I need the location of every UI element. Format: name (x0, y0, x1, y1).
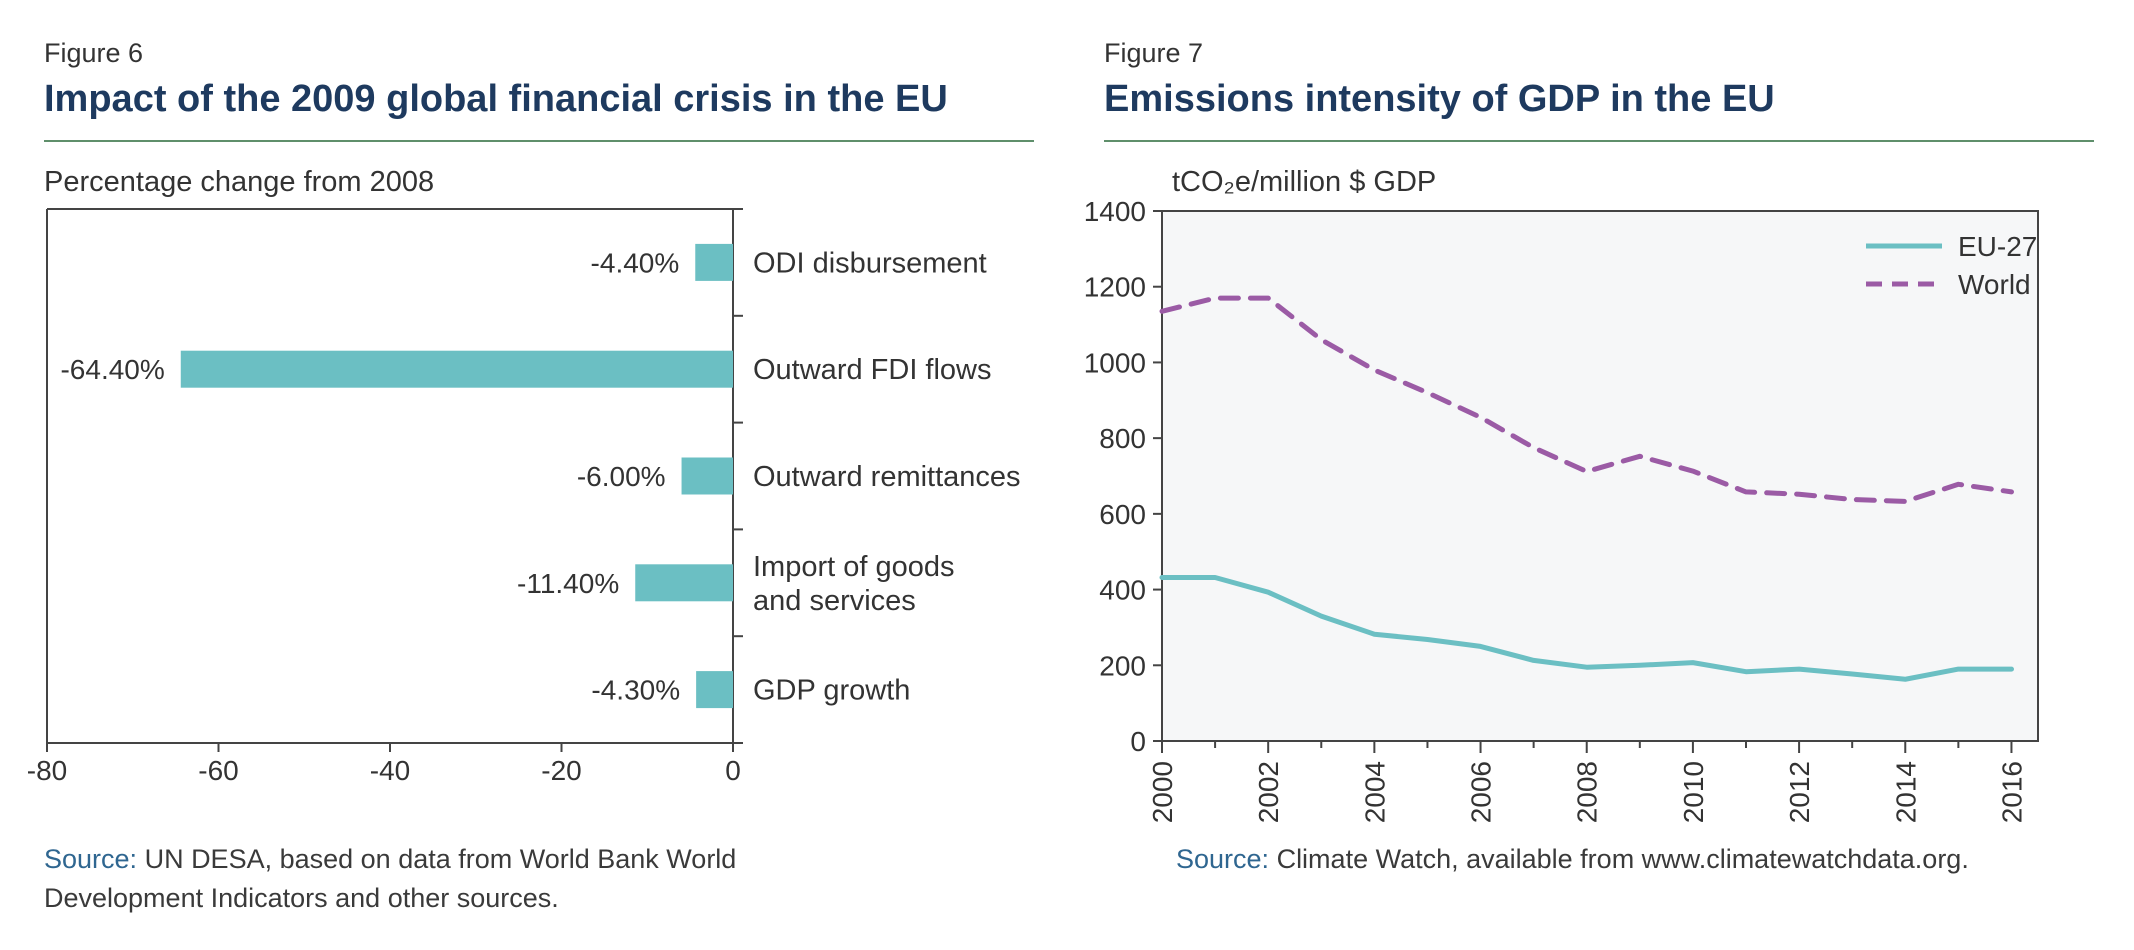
y-tick-label: 200 (1099, 650, 1146, 681)
x-tick-label: -80 (27, 755, 67, 786)
bar-chart-financial-crisis: -4.40% ODI disbursement -64.40% Outward FDI… (27, 208, 1021, 786)
x-tick-label: 2002 (1253, 761, 1284, 823)
y-tick-label: 0 (1130, 726, 1146, 757)
bar (180, 350, 733, 388)
x-tick-label: -40 (370, 755, 410, 786)
figure-6-label: Figure 6 (44, 38, 144, 68)
figure-6-divider (44, 140, 1034, 142)
x-tick-label: 2014 (1890, 761, 1921, 823)
figure-6-title: Impact of the 2009 global financial cris… (44, 78, 948, 120)
data-label: -11.40% (517, 568, 619, 599)
bar (635, 564, 733, 602)
legend-label: EU-27 (1958, 231, 2037, 262)
category-label: Outward FDI flows (753, 354, 992, 386)
x-tick-label: 2000 (1147, 761, 1178, 823)
x-tick-label: 2012 (1784, 761, 1815, 823)
data-label: -4.40% (591, 247, 680, 278)
x-tick-label: 2004 (1359, 761, 1390, 823)
figure-7-y-axis-label: tCO₂e/million $ GDP (1172, 166, 1437, 198)
x-tick-label: -60 (198, 755, 238, 786)
x-tick-label: 2016 (1996, 761, 2027, 823)
category-label: GDP growth (753, 675, 910, 707)
y-tick-label: 1200 (1084, 272, 1146, 303)
bar (696, 671, 733, 709)
source-key: Source: (1176, 844, 1270, 874)
figure-6-source: Source: UN DESA, based on data from Worl… (44, 840, 764, 918)
category-label: Import of goods (753, 551, 955, 583)
figure-7-label: Figure 7 (1104, 38, 1204, 68)
category-label: and services (753, 585, 916, 617)
source-key: Source: (44, 844, 138, 874)
x-tick-label: 2006 (1466, 761, 1497, 823)
source-text: UN DESA, based on data from World Bank W… (44, 844, 737, 913)
bar (695, 243, 733, 281)
line-chart-emissions-intensity: 0 200 400 600 800 1000 1200 1400 2000 2002 2004 200… (1084, 196, 2039, 823)
category-label: ODI disbursement (753, 247, 987, 279)
figure-6-subtitle: Percentage change from 2008 (44, 166, 435, 198)
figure-7-title: Emissions intensity of GDP in the EU (1104, 78, 1775, 120)
data-label: -4.30% (591, 675, 680, 706)
category-label: Outward remittances (753, 461, 1021, 493)
data-label: -6.00% (577, 461, 666, 492)
plot-area (1161, 210, 2039, 742)
series-line-eu-27 (1159, 575, 2014, 682)
series-line-world (1159, 295, 2014, 504)
x-tick-label: 2010 (1678, 761, 1709, 823)
x-tick-label: 0 (725, 755, 741, 786)
y-tick-label: 800 (1099, 423, 1146, 454)
figure-7-source: Source: Climate Watch, available from ww… (1176, 840, 2076, 879)
x-tick-label: -20 (541, 755, 581, 786)
figure-7-divider (1104, 140, 2094, 142)
y-tick-label: 600 (1099, 499, 1146, 530)
bar (681, 457, 733, 495)
y-tick-label: 1400 (1084, 196, 1146, 227)
y-tick-label: 400 (1099, 575, 1146, 606)
x-tick-label: 2008 (1572, 761, 1603, 823)
legend-label: World (1958, 269, 2031, 300)
source-text: Climate Watch, available from www.climat… (1269, 844, 1969, 874)
data-label: -64.40% (60, 354, 164, 385)
y-tick-label: 1000 (1084, 347, 1146, 378)
